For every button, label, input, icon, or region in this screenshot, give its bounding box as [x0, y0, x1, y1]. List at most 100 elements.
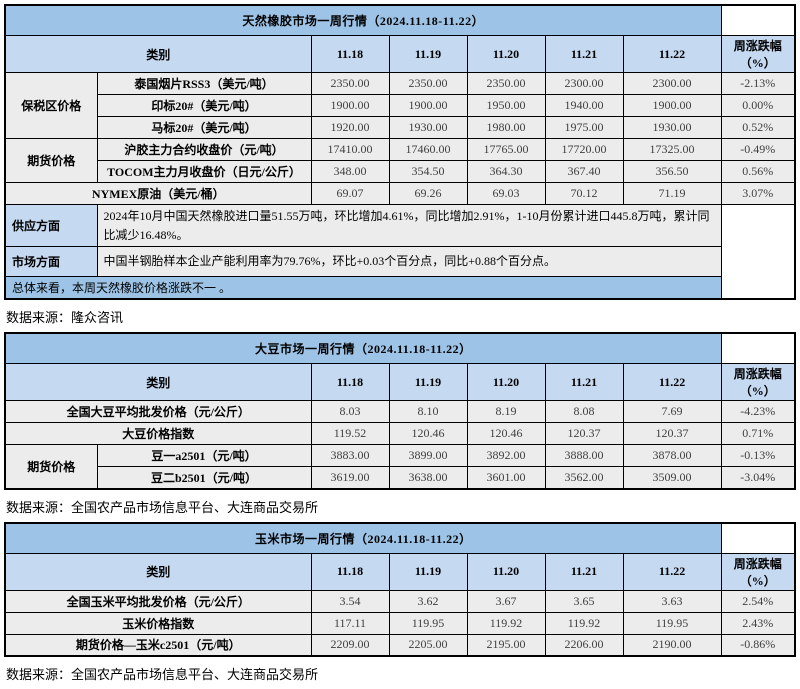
row-text: 2024年10月中国天然橡胶进口量51.55万吨，环比增加4.61%，同比增加2…	[96, 203, 722, 248]
column-header: 11.20	[466, 552, 546, 591]
cell-value: 17460.00	[388, 138, 468, 161]
cell-value: 0.56%	[720, 160, 796, 183]
cell-value: 3888.00	[544, 444, 624, 468]
cell-value: 1975.00	[544, 116, 624, 139]
cell-value: 1900.00	[388, 94, 468, 117]
column-header: 11.19	[388, 35, 468, 73]
column-header: 11.20	[466, 35, 546, 73]
cell-value: 1900.00	[310, 94, 390, 117]
cell-value: 0.52%	[720, 116, 796, 139]
row-label: 印标20#（美元/吨）	[96, 94, 312, 117]
cell-value: 117.11	[310, 611, 390, 635]
cell-value: -2.13%	[720, 72, 796, 95]
row-label: 泰国烟片RSS3（美元/吨）	[96, 72, 312, 95]
column-header: 11.22	[622, 552, 722, 591]
cell-value: 17765.00	[466, 138, 546, 161]
row-label: TOCOM主力月收盘价（日元/公斤）	[96, 160, 312, 183]
rubber-market-section: 天然橡胶市场一周行情（2024.11.18-11.22） 类别 11.18 11.19…	[4, 4, 796, 332]
cell-value: 120.46	[388, 422, 468, 446]
cell-value: 3878.00	[622, 444, 722, 468]
row-group-label: 市场方面	[4, 246, 98, 278]
cell-value: -4.23%	[720, 400, 796, 424]
row-group-label: 供应方面	[4, 203, 98, 248]
column-header: 周涨跌幅（%）	[720, 363, 796, 402]
row-label: 马标20#（美元/吨）	[96, 116, 312, 139]
cell-value: 1900.00	[622, 94, 722, 117]
cell-value: 17410.00	[310, 138, 390, 161]
cell-value: 3601.00	[466, 466, 546, 490]
table-title: 天然橡胶市场一周行情（2024.11.18-11.22）	[4, 4, 722, 36]
cell-value: 2350.00	[388, 72, 468, 95]
column-header: 11.18	[310, 552, 390, 591]
cell-value: 17325.00	[622, 138, 722, 161]
column-header: 11.22	[622, 363, 722, 402]
row-label: 全国大豆平均批发价格（元/公斤）	[4, 400, 312, 424]
cell-value: 348.00	[310, 160, 390, 183]
column-header: 类别	[4, 35, 312, 73]
cell-value: 69.03	[466, 182, 546, 205]
column-header: 类别	[4, 363, 312, 402]
cell-value: 1950.00	[466, 94, 546, 117]
cell-value: 8.03	[310, 400, 390, 424]
row-group-label: 期货价格	[4, 444, 98, 490]
cell-value: 2190.00	[622, 633, 722, 657]
column-header: 11.19	[388, 363, 468, 402]
cell-value: 69.07	[310, 182, 390, 205]
soybean-data-source: 数据来源：全国农产品市场信息平台、大连商品交易所	[6, 499, 319, 515]
cell-value: 119.95	[622, 611, 722, 635]
row-label: 期货价格—玉米c2501（元/吨）	[4, 633, 312, 657]
cell-value: 356.50	[622, 160, 722, 183]
cell-value: 3509.00	[622, 466, 722, 490]
cell-value: 3.54	[310, 589, 390, 613]
corn-data-source: 数据来源：全国农产品市场信息平台、大连商品交易所	[6, 667, 319, 683]
row-label: 大豆价格指数	[4, 422, 312, 446]
corn-market-section: 玉米市场一周行情（2024.11.18-11.22） 类别 11.18 11.19 11…	[4, 521, 796, 689]
cell-value: 2350.00	[466, 72, 546, 95]
cell-value: 2300.00	[544, 72, 624, 95]
cell-value: 2206.00	[544, 633, 624, 657]
column-header: 11.22	[622, 35, 722, 73]
corn-market-table: 玉米市场一周行情（2024.11.18-11.22） 类别 11.18 11.19 11…	[4, 521, 796, 658]
cell-value: 2.43%	[720, 611, 796, 635]
column-header: 11.20	[466, 363, 546, 402]
cell-value: 2.54%	[720, 589, 796, 613]
cell-value: 120.37	[544, 422, 624, 446]
column-header: 类别	[4, 552, 312, 591]
rubber-market-table: 天然橡胶市场一周行情（2024.11.18-11.22） 类别 11.18 11.19…	[4, 4, 796, 301]
cell-value: 3.65	[544, 589, 624, 613]
cell-value: 8.19	[466, 400, 546, 424]
row-group-label: 保税区价格	[4, 72, 98, 139]
cell-value: -0.86%	[720, 633, 796, 657]
cell-value: 2300.00	[622, 72, 722, 95]
cell-value: 8.08	[544, 400, 624, 424]
column-header: 周涨跌幅（%）	[720, 552, 796, 591]
row-label: NYMEX原油（美元/桶）	[4, 182, 312, 205]
table-title: 大豆市场一周行情（2024.11.18-11.22）	[4, 332, 722, 365]
cell-value: 1930.00	[388, 116, 468, 139]
row-label: 豆二b2501（元/吨）	[96, 466, 312, 490]
cell-value: 119.92	[544, 611, 624, 635]
summary-row: 总体来看，本周天然橡胶价格涨跌不一 。	[4, 276, 722, 300]
cell-value: 8.10	[388, 400, 468, 424]
column-header: 11.21	[544, 35, 624, 73]
column-header: 11.18	[310, 35, 390, 73]
row-label: 玉米价格指数	[4, 611, 312, 635]
cell-value: 2350.00	[310, 72, 390, 95]
cell-value: 7.69	[622, 400, 722, 424]
cell-value: 3883.00	[310, 444, 390, 468]
row-text: 中国半钢胎样本企业产能利用率为79.76%，环比+0.03个百分点，同比+0.8…	[96, 246, 722, 278]
cell-value: 3619.00	[310, 466, 390, 490]
cell-value: -3.04%	[720, 466, 796, 490]
cell-value: 1980.00	[466, 116, 546, 139]
cell-value: 367.40	[544, 160, 624, 183]
cell-value: 3899.00	[388, 444, 468, 468]
soybean-market-section: 大豆市场一周行情（2024.11.18-11.22） 类别 11.18 11.19 11…	[4, 332, 796, 522]
row-label: 全国玉米平均批发价格（元/公斤）	[4, 589, 312, 613]
column-header: 11.19	[388, 552, 468, 591]
cell-value: 0.00%	[720, 94, 796, 117]
column-header: 11.21	[544, 363, 624, 402]
cell-value: 1940.00	[544, 94, 624, 117]
cell-value: 119.95	[388, 611, 468, 635]
row-label: 豆一a2501（元/吨）	[96, 444, 312, 468]
cell-value: 3.67	[466, 589, 546, 613]
